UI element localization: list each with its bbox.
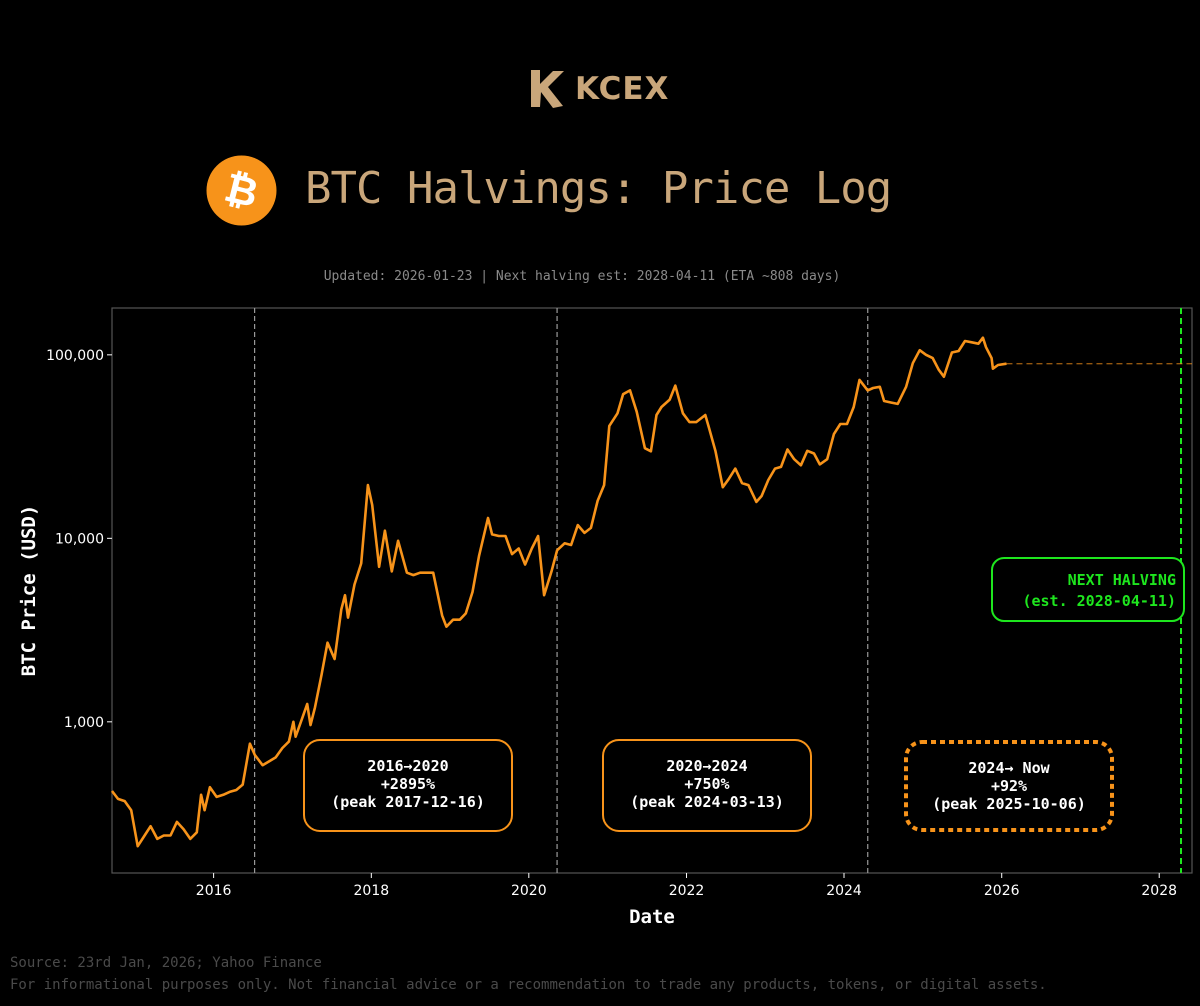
x-axis-label: Date (629, 906, 675, 928)
annotation-box (303, 739, 513, 832)
next-halving-box (991, 557, 1185, 622)
annotation-box (904, 740, 1114, 832)
x-tick-label: 2016 (196, 883, 232, 899)
annotation-text: (peak 2017-12-16) (331, 793, 485, 811)
next-halving-date: (est. 2028-04-11) (1022, 592, 1176, 610)
x-tick-label: 2020 (511, 883, 547, 899)
price-chart: 1,000 10,000 100,000 2016 2018 2020 2022 2024 20… (18, 307, 1193, 928)
disclaimer-note: For informational purposes only. Not fin… (10, 977, 1047, 993)
bitcoin-icon: ₿ (206, 155, 277, 226)
annotation-text: +2895% (381, 775, 435, 793)
page-title: BTC Halvings: Price Log (305, 163, 892, 214)
y-tick-label: 10,000 (55, 531, 104, 547)
next-halving-title: NEXT HALVING (1068, 571, 1176, 589)
y-tick-label: 1,000 (64, 715, 104, 731)
annotation-text: 2016→2020 (367, 757, 448, 775)
annotation-text: (peak 2024-03-13) (630, 793, 784, 811)
x-tick-label: 2018 (354, 883, 390, 899)
annotation-box (602, 739, 812, 832)
annotation-text: (peak 2025-10-06) (932, 795, 1086, 813)
x-tick-label: 2024 (826, 883, 862, 899)
annotation-text: 2020→2024 (666, 757, 747, 775)
annotation-text: 2024→ Now (968, 759, 1050, 777)
annotation-text: +750% (684, 775, 729, 793)
x-tick-label: 2026 (984, 883, 1020, 899)
y-tick-label: 100,000 (46, 348, 104, 364)
x-tick-label: 2028 (1141, 883, 1177, 899)
source-note: Source: 23rd Jan, 2026; Yahoo Finance (10, 955, 322, 971)
annotation-text: +92% (991, 777, 1027, 795)
btc-price-line (110, 336, 1007, 848)
brand-name: KCEX (575, 71, 670, 107)
y-axis-label: BTC Price (USD) (18, 505, 40, 677)
brand-logo: KCEX (527, 66, 669, 112)
plot-frame (111, 307, 1193, 874)
x-tick-label: 2022 (669, 883, 705, 899)
page-subtitle: Updated: 2026-01-23 | Next halving est: … (323, 269, 841, 284)
kcex-logo-icon (531, 70, 564, 108)
